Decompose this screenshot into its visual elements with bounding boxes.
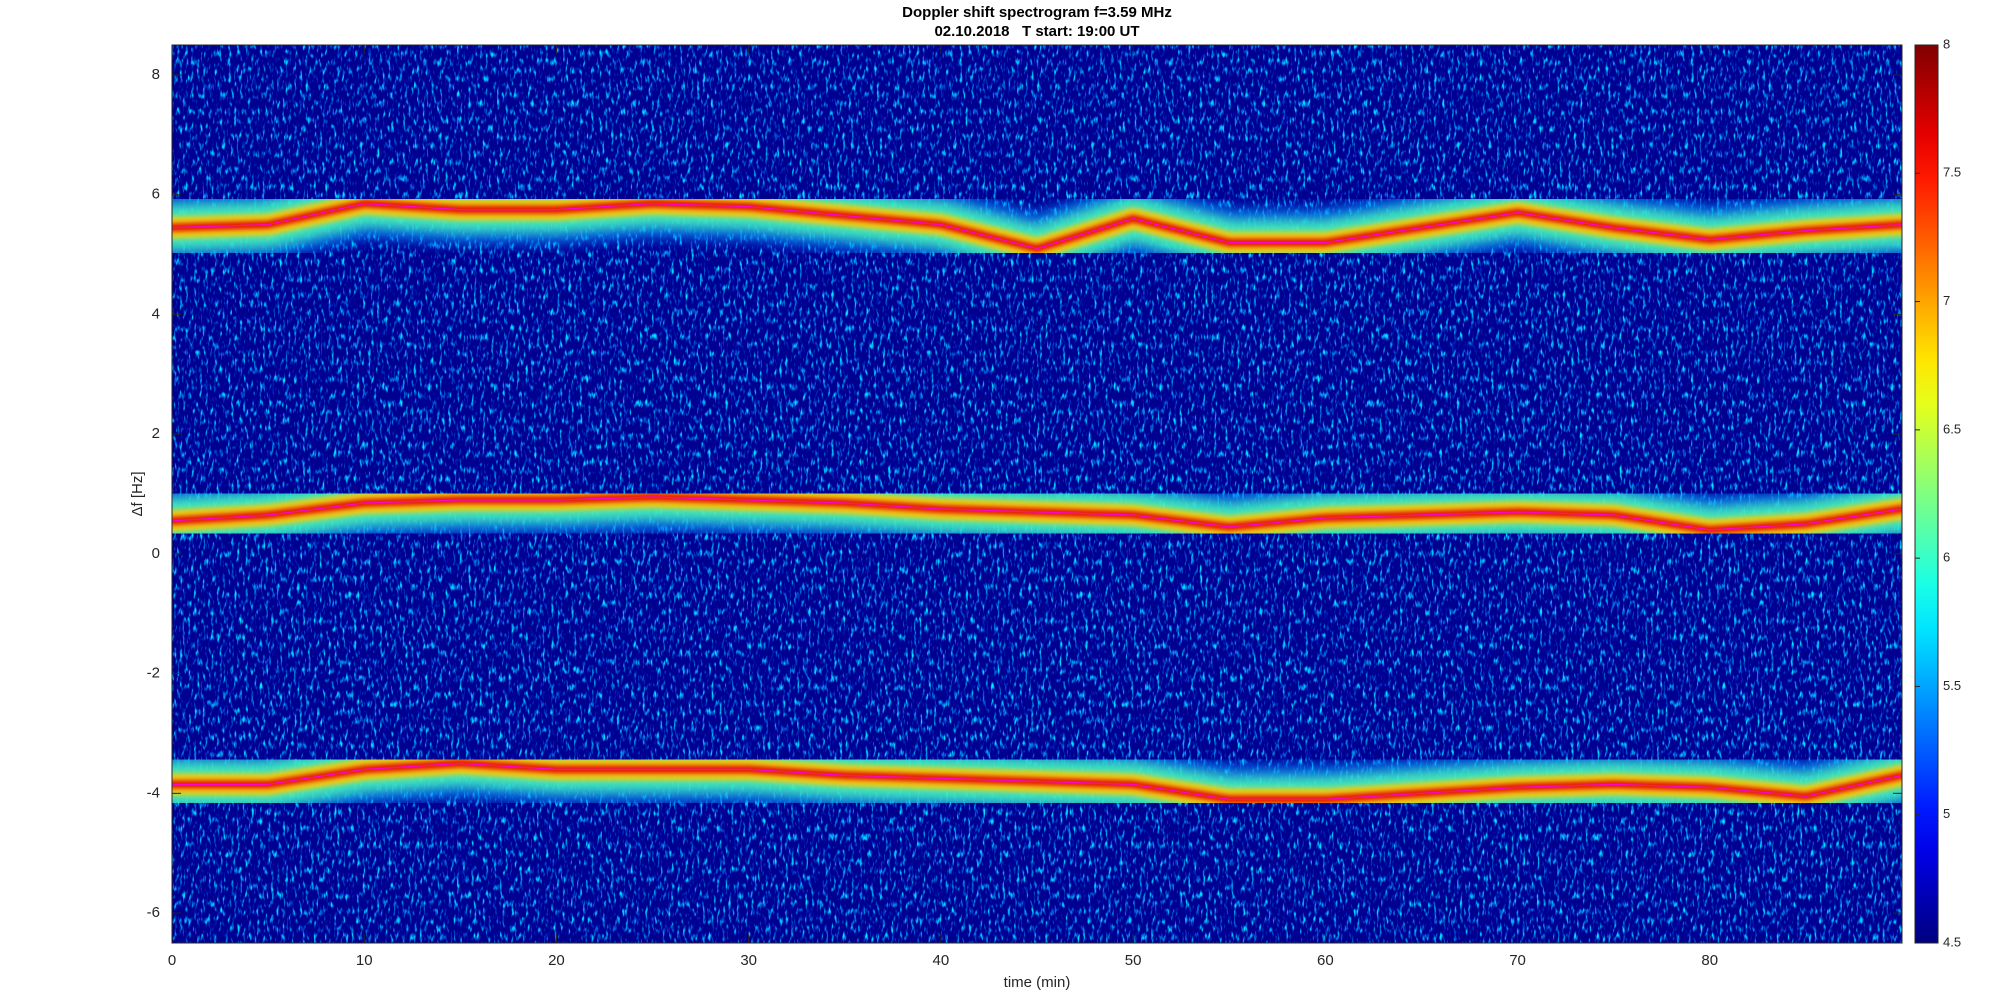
y-tick-label: -6 xyxy=(147,904,160,921)
colorbar-tick-label: 5.5 xyxy=(1943,678,1961,693)
colorbar-tick-label: 6.5 xyxy=(1943,421,1961,436)
y-tick-label: -2 xyxy=(147,665,160,682)
axes-box xyxy=(171,44,1903,944)
colorbar-tick-label: 7 xyxy=(1943,293,1950,308)
trace-line xyxy=(172,496,1902,531)
colorbar xyxy=(1914,44,1939,944)
colorbar-tick-label: 7.5 xyxy=(1943,165,1961,180)
y-tick-label: 4 xyxy=(152,305,160,322)
colorbar-tick-label: 6 xyxy=(1943,550,1950,565)
trace-line xyxy=(172,203,1902,250)
chart-title: Doppler shift spectrogram f=3.59 MHz xyxy=(902,4,1172,21)
y-tick-label: 6 xyxy=(152,186,160,203)
x-tick-label: 0 xyxy=(168,952,176,969)
colorbar-tick-label: 5 xyxy=(1943,806,1950,821)
chart-subtitle: 02.10.2018 T start: 19:00 UT xyxy=(934,23,1139,40)
trace-line xyxy=(172,762,1902,800)
y-tick-label: -4 xyxy=(147,784,160,801)
x-tick-label: 10 xyxy=(356,952,373,969)
x-tick-label: 70 xyxy=(1509,952,1526,969)
x-tick-label: 30 xyxy=(740,952,757,969)
x-axis-label: time (min) xyxy=(1004,974,1071,991)
y-tick-label: 0 xyxy=(152,545,160,562)
colorbar-tick-label: 4.5 xyxy=(1943,934,1961,949)
y-tick-label: 2 xyxy=(152,425,160,442)
x-tick-label: 20 xyxy=(548,952,565,969)
bands xyxy=(172,168,1902,835)
y-tick-label: 8 xyxy=(152,66,160,83)
y-axis-label: Δf [Hz] xyxy=(129,471,146,516)
x-tick-label: 60 xyxy=(1317,952,1334,969)
x-tick-label: 40 xyxy=(933,952,950,969)
colorbar-tick-label: 8 xyxy=(1943,36,1950,51)
x-tick-label: 50 xyxy=(1125,952,1142,969)
x-tick-label: 80 xyxy=(1701,952,1718,969)
